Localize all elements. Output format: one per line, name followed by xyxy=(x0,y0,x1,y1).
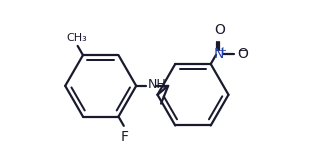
Text: CH₃: CH₃ xyxy=(66,33,87,43)
Text: −: − xyxy=(238,46,247,56)
Text: +: + xyxy=(218,46,226,56)
Text: O: O xyxy=(237,47,248,61)
Text: O: O xyxy=(214,23,225,37)
Text: NH: NH xyxy=(147,79,166,91)
Text: N: N xyxy=(214,47,225,61)
Text: F: F xyxy=(121,130,129,144)
